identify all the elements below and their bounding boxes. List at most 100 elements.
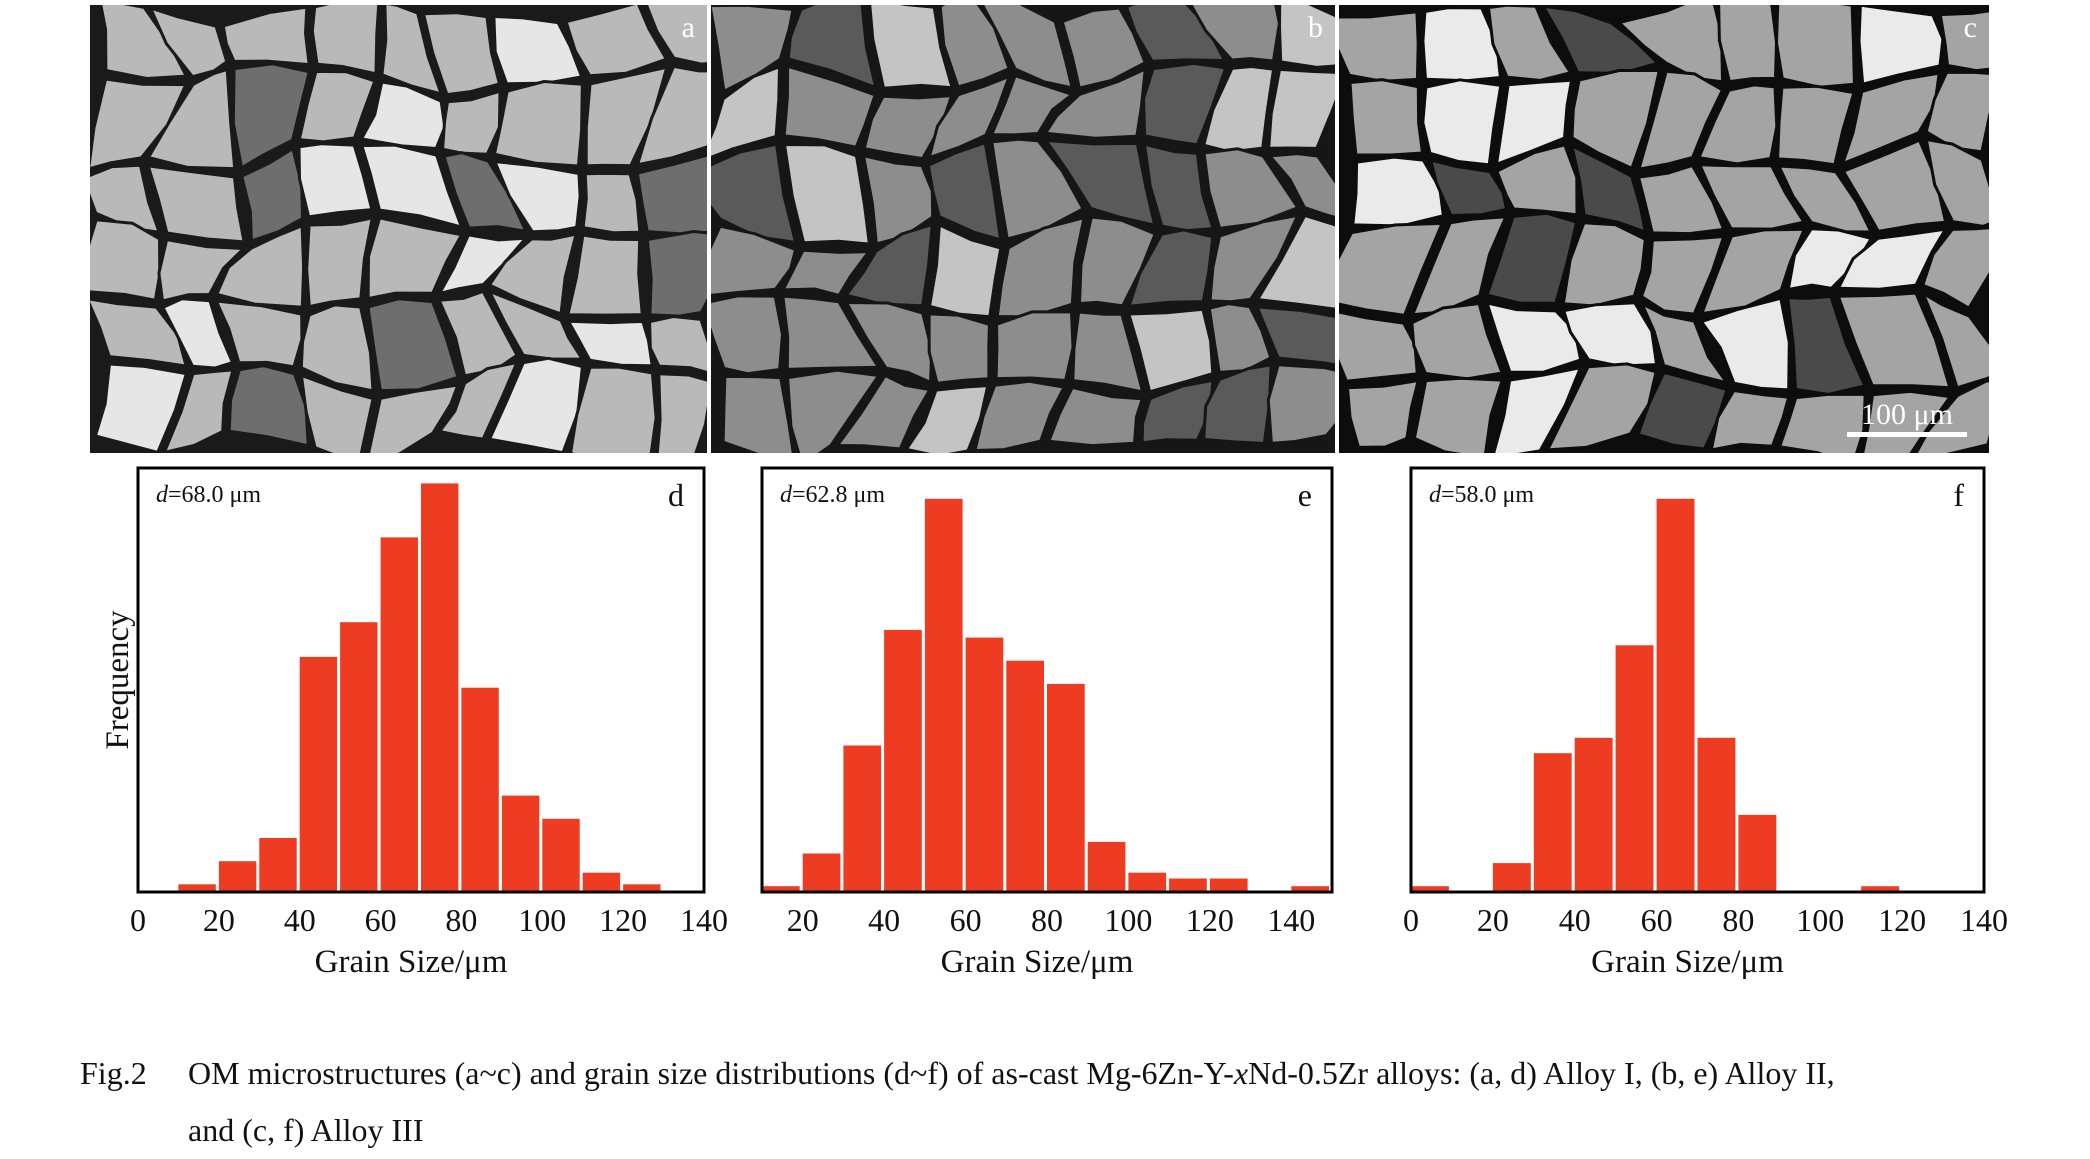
grain bbox=[1487, 5, 1573, 82]
micrograph-c: c 100 μm bbox=[1339, 5, 1989, 453]
histogram-bar bbox=[1533, 753, 1572, 892]
grain bbox=[1351, 155, 1445, 228]
grain bbox=[442, 151, 528, 233]
grain bbox=[366, 216, 464, 301]
grain bbox=[844, 301, 934, 384]
grain bbox=[1339, 10, 1420, 83]
grain bbox=[1127, 307, 1215, 394]
grain bbox=[1637, 69, 1724, 171]
grain bbox=[1078, 215, 1157, 308]
histogram-bar bbox=[1209, 878, 1248, 892]
grain bbox=[441, 89, 502, 156]
grain bbox=[1202, 363, 1273, 445]
grain bbox=[1924, 70, 1989, 154]
caption-line2: and (c, f) Alloy III bbox=[188, 1112, 424, 1148]
grain bbox=[711, 5, 795, 93]
grain bbox=[786, 5, 878, 90]
histogram-bar bbox=[1492, 863, 1531, 892]
histogram-bar bbox=[542, 818, 580, 892]
grain bbox=[493, 160, 582, 234]
grain bbox=[1485, 211, 1579, 305]
grain bbox=[99, 5, 188, 80]
histogram-bar bbox=[843, 745, 882, 892]
histogram-bar bbox=[421, 483, 459, 892]
grain bbox=[1060, 6, 1147, 90]
grain bbox=[305, 216, 374, 309]
histogram-bar bbox=[1738, 814, 1777, 892]
grain bbox=[973, 379, 1066, 452]
grain bbox=[1776, 84, 1856, 167]
grain bbox=[786, 368, 881, 453]
x-tick-label: 0 bbox=[1403, 902, 1419, 938]
grain bbox=[1636, 370, 1729, 451]
grain bbox=[927, 312, 991, 385]
x-tick-label: 100 bbox=[1104, 902, 1152, 938]
grain bbox=[782, 64, 877, 149]
grain bbox=[844, 222, 934, 308]
histogram-bar bbox=[1047, 683, 1085, 892]
histogram-bar bbox=[1169, 878, 1207, 892]
x-tick-label: 60 bbox=[365, 902, 397, 938]
grain bbox=[1410, 302, 1504, 381]
grain bbox=[1047, 385, 1144, 448]
micrograph-c-image bbox=[1339, 5, 1989, 453]
grain bbox=[1717, 5, 1778, 84]
grain bbox=[1189, 5, 1281, 63]
grain bbox=[1541, 5, 1660, 75]
histogram-bar bbox=[1411, 886, 1449, 892]
grain bbox=[1861, 389, 1952, 453]
grain bbox=[157, 238, 246, 303]
histogram-bar bbox=[1615, 645, 1654, 892]
grain bbox=[566, 319, 654, 368]
grain bbox=[995, 216, 1086, 319]
x-tick-label: 120 bbox=[599, 902, 647, 938]
grain bbox=[862, 154, 935, 246]
caption-variable: x bbox=[1233, 1055, 1249, 1091]
grain bbox=[1043, 67, 1147, 140]
y-axis-label: Frequency bbox=[100, 610, 136, 750]
grain bbox=[635, 153, 707, 236]
grain bbox=[584, 65, 669, 168]
grain bbox=[146, 67, 237, 171]
histogram-bar bbox=[218, 861, 257, 892]
grain bbox=[835, 373, 932, 451]
scale-bar: 100 μm bbox=[1847, 400, 1967, 437]
grain bbox=[146, 164, 246, 244]
grain bbox=[215, 224, 306, 309]
x-tick-label: 80 bbox=[1722, 902, 1754, 938]
grain bbox=[1924, 138, 1989, 228]
grain bbox=[1786, 294, 1867, 396]
histogram-bar bbox=[1006, 660, 1044, 892]
grain bbox=[227, 364, 310, 448]
grain bbox=[488, 356, 584, 453]
grain bbox=[1836, 291, 1952, 390]
x-tick-label: 40 bbox=[284, 902, 316, 938]
histogram-bar bbox=[884, 629, 922, 892]
histogram-bar bbox=[178, 884, 216, 892]
x-axis-label: Grain Size/μm bbox=[941, 944, 1134, 980]
grain bbox=[928, 223, 1003, 319]
x-axis-label: Grain Size/μm bbox=[1591, 944, 1784, 980]
grain bbox=[1777, 164, 1873, 234]
grain bbox=[297, 142, 374, 219]
grain bbox=[310, 5, 381, 76]
mean-grain-size-annotation: d=68.0 μm bbox=[156, 482, 261, 508]
grain bbox=[1202, 65, 1276, 154]
grain bbox=[422, 11, 501, 97]
grain bbox=[367, 383, 460, 453]
x-tick-label: 40 bbox=[1559, 902, 1591, 938]
grain bbox=[1570, 69, 1661, 170]
x-tick-label: 120 bbox=[1878, 902, 1926, 938]
plot-frame bbox=[136, 466, 706, 894]
x-tick-label: 120 bbox=[1186, 902, 1234, 938]
grain bbox=[1786, 227, 1873, 291]
grain bbox=[1412, 376, 1504, 453]
x-tick-label: 20 bbox=[203, 902, 235, 938]
grain bbox=[655, 372, 707, 453]
grain bbox=[1841, 71, 1941, 166]
grain bbox=[1268, 152, 1335, 219]
grain bbox=[1709, 389, 1791, 452]
histogram-bar bbox=[340, 622, 378, 892]
histogram-bar bbox=[299, 656, 338, 892]
x-tick-label: 20 bbox=[787, 902, 819, 938]
